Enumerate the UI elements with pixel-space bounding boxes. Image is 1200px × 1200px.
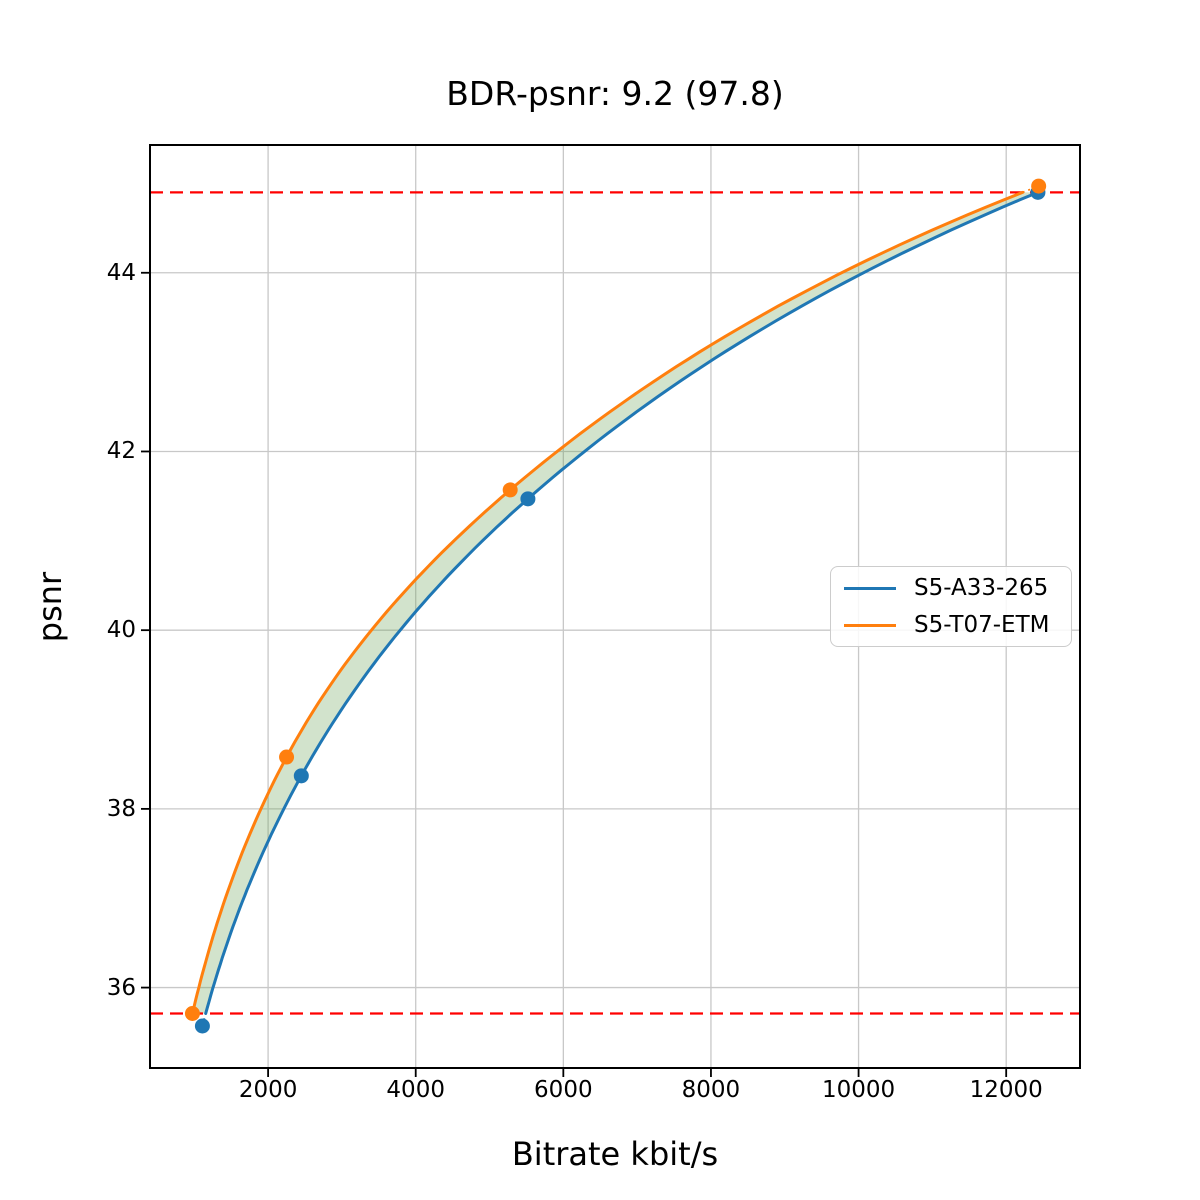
legend-label-s5-a33-265: S5-A33-265	[914, 575, 1049, 601]
x-tick-label: 10000	[821, 1077, 896, 1103]
legend-line-sample-orange	[844, 623, 896, 627]
y-tick-label: 38	[106, 795, 136, 822]
x-tick-label: 4000	[386, 1077, 445, 1103]
data-point-s5-t07-etm	[279, 749, 295, 765]
x-tick-label: 2000	[238, 1077, 298, 1103]
x-tick-label: 6000	[534, 1077, 593, 1103]
y-tick-label: 36	[106, 974, 136, 1001]
data-point-s5-a33-265	[520, 491, 536, 507]
x-tick-label: 8000	[681, 1077, 741, 1103]
legend-line-sample-blue	[844, 586, 896, 590]
legend: S5-A33-265 S5-T07-ETM	[830, 566, 1072, 647]
curve-s5-t07-etm	[190, 190, 1025, 1015]
chart-title: BDR-psnr: 9.2 (97.8)	[446, 74, 784, 113]
data-point-s5-t07-etm	[502, 482, 518, 498]
x-tick-label: 12000	[969, 1077, 1043, 1103]
data-point-s5-a33-265	[194, 1018, 210, 1034]
axes-frame	[149, 144, 1081, 1069]
x-axis-label: Bitrate kbit/s	[511, 1135, 719, 1173]
data-point-s5-t07-etm	[1031, 178, 1047, 194]
data-point-s5-a33-265	[293, 768, 309, 784]
y-tick-label: 42	[106, 438, 136, 465]
legend-item-s5-t07-etm: S5-T07-ETM	[831, 612, 1071, 638]
y-tick-label: 44	[106, 259, 136, 286]
data-point-s5-t07-etm	[184, 1005, 200, 1021]
curve-s5-a33-265	[204, 190, 1040, 1015]
y-tick-label: 40	[106, 617, 136, 644]
legend-label-s5-t07-etm: S5-T07-ETM	[914, 612, 1050, 638]
legend-item-s5-a33-265: S5-A33-265	[831, 575, 1071, 601]
